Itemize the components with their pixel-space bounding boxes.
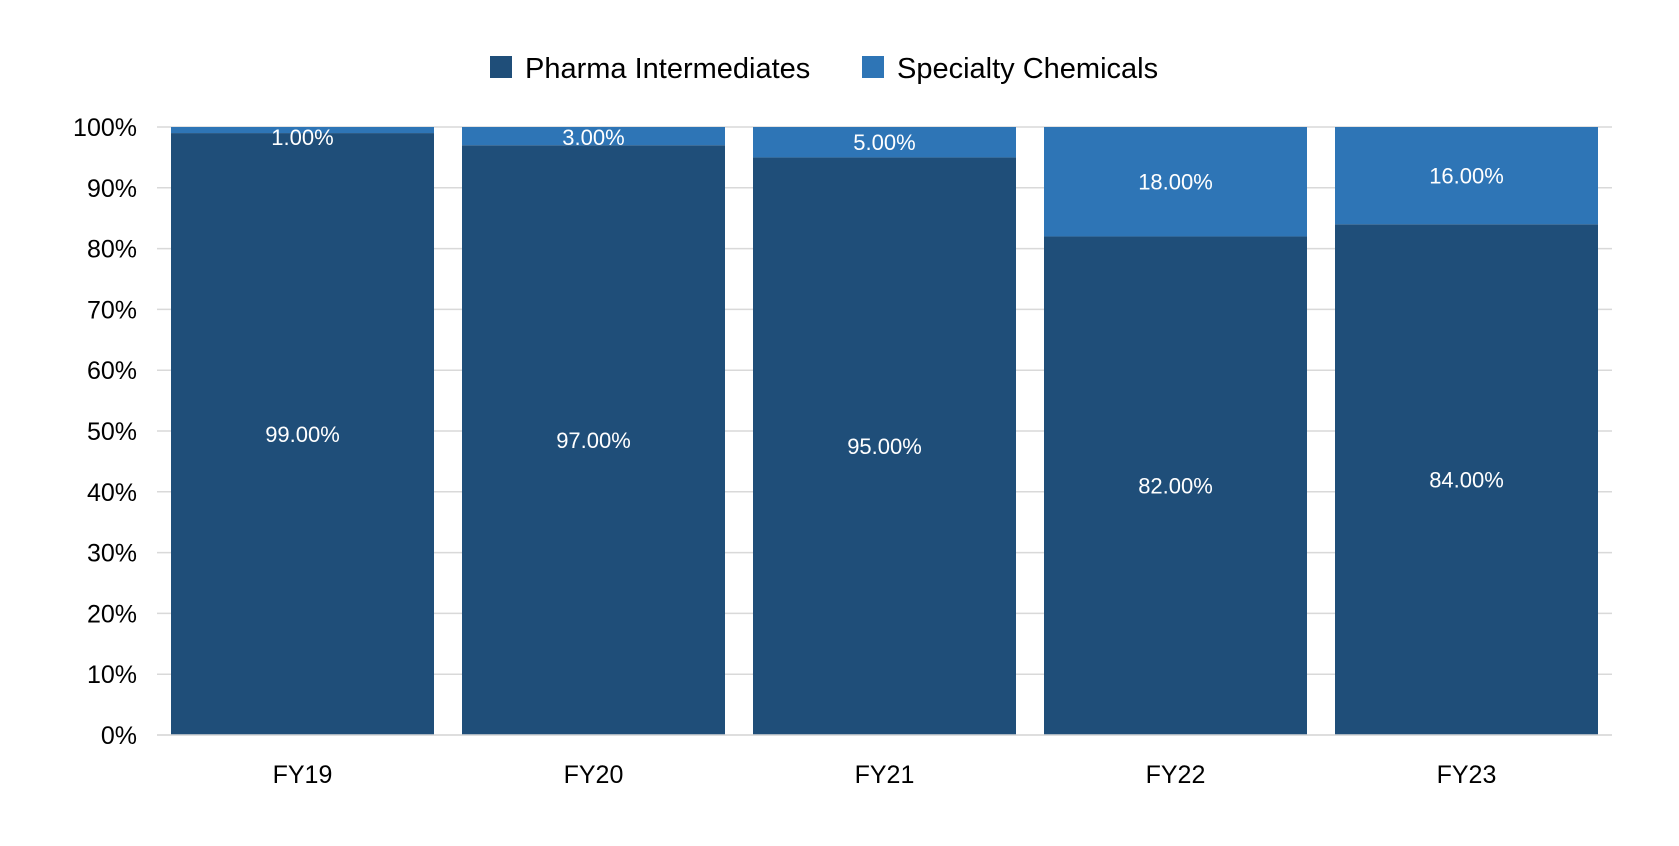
y-tick-label: 20% xyxy=(87,600,137,628)
data-label: 5.00% xyxy=(853,130,915,155)
y-tick-label: 10% xyxy=(87,661,137,689)
y-tick-label: 90% xyxy=(87,175,137,203)
legend: Pharma Intermediates Specialty Chemicals xyxy=(490,53,1158,85)
bar-specialty-chemicals-fy20 xyxy=(462,127,725,146)
bar-specialty-chemicals-fy22 xyxy=(1044,127,1307,237)
bar-pharma-intermediates-fy20 xyxy=(462,145,725,736)
y-tick-label: 70% xyxy=(87,296,137,324)
x-category-label: FY22 xyxy=(1146,761,1206,789)
bar-pharma-intermediates-fy21 xyxy=(753,157,1016,735)
data-label: 18.00% xyxy=(1138,170,1213,195)
y-tick-label: 50% xyxy=(87,418,137,446)
data-label: 82.00% xyxy=(1138,474,1213,499)
bar-specialty-chemicals-fy21 xyxy=(753,127,1016,158)
x-category-label: FY21 xyxy=(855,761,915,789)
data-label: 1.00% xyxy=(271,125,333,150)
x-category-label: FY19 xyxy=(273,761,333,789)
legend-swatch xyxy=(862,56,884,78)
bar-pharma-intermediates-fy23 xyxy=(1335,224,1598,735)
data-label: 97.00% xyxy=(556,428,631,453)
x-category-label: FY20 xyxy=(564,761,624,789)
legend-label: Pharma Intermediates xyxy=(525,53,810,85)
data-label: 84.00% xyxy=(1429,468,1504,493)
y-axis: 0% 10% 20% 30% 40% 50% 60% 70% 80% 90% 100% xyxy=(73,114,137,750)
y-tick-label: 100% xyxy=(73,114,137,142)
y-tick-label: 0% xyxy=(101,722,137,750)
bar-specialty-chemicals-fy19 xyxy=(171,127,434,134)
bar-pharma-intermediates-fy22 xyxy=(1044,236,1307,735)
data-label: 16.00% xyxy=(1429,164,1504,189)
data-label: 3.00% xyxy=(562,125,624,150)
y-tick-label: 80% xyxy=(87,236,137,264)
y-tick-label: 40% xyxy=(87,479,137,507)
data-label: 95.00% xyxy=(847,434,922,459)
legend-label: Specialty Chemicals xyxy=(897,53,1158,85)
data-labels: 99.00% 1.00% 97.00% 3.00% 95.00% 5.00% 82.00% 1… xyxy=(265,125,1504,499)
legend-swatch xyxy=(490,56,512,78)
bars xyxy=(171,127,1598,736)
bar-pharma-intermediates-fy19 xyxy=(171,133,434,735)
y-tick-label: 30% xyxy=(87,540,137,568)
x-axis: FY19 FY20 FY21 FY22 FY23 xyxy=(157,734,1612,789)
data-label: 99.00% xyxy=(265,422,340,447)
x-category-label: FY23 xyxy=(1437,761,1497,789)
y-tick-label: 60% xyxy=(87,357,137,385)
bar-specialty-chemicals-fy23 xyxy=(1335,127,1598,225)
